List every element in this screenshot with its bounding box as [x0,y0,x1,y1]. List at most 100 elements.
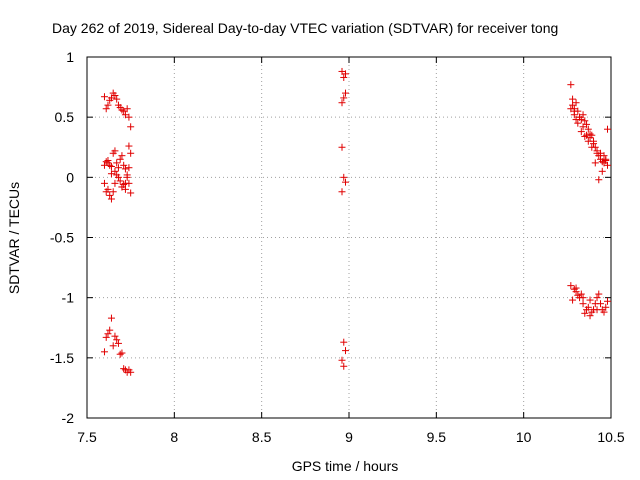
data-point [107,314,115,322]
data-point [579,294,587,302]
data-point [113,159,121,167]
data-point [591,159,599,167]
data-point [569,95,577,103]
data-point [106,191,114,199]
x-axis-label: GPS time / hours [292,458,399,474]
data-point [125,113,133,121]
data-point [114,164,122,172]
data-point [114,173,122,181]
data-point [338,99,346,107]
data-point [579,123,587,131]
y-tick-label: -1 [62,290,75,306]
data-point [574,119,582,127]
y-tick-label: -0.5 [50,230,74,246]
data-point [127,189,135,197]
data-point [127,149,135,157]
data-point [600,308,608,316]
data-point [116,350,124,358]
data-point [577,128,585,136]
data-point [111,332,119,340]
data-point [114,339,122,347]
data-point [100,179,108,187]
data-point [567,282,575,290]
data-point [598,167,606,175]
data-point [109,188,117,196]
data-point [116,177,124,185]
data-point [602,303,610,311]
data-point [125,164,133,172]
y-tick-label: 0.5 [55,109,75,125]
grid-lines [87,57,611,418]
data-point [595,176,603,184]
data-point [593,294,601,302]
data-point [588,143,596,151]
data-point [340,173,348,181]
data-point [586,134,594,142]
data-point [111,147,119,155]
data-point [106,161,114,169]
data-point [107,163,115,171]
data-point [569,296,577,304]
data-point [118,349,126,357]
data-point [113,336,121,344]
data-point [109,342,117,350]
x-tick-label: 8.5 [252,429,272,445]
x-tick-label: 8 [170,429,178,445]
axis-ticks [86,56,612,419]
data-point [584,303,592,311]
data-point [584,137,592,145]
data-point [567,81,575,89]
data-point [581,309,589,317]
data-point [118,106,126,114]
data-point [600,152,608,160]
data-point [100,348,108,356]
y-tick-labels: 1 0.5 0 -0.5 -1 -1.5 -2 [50,49,74,426]
y-axis-label: SDTVAR / TECUs [6,182,22,294]
data-point [602,155,610,163]
data-point [116,155,124,163]
data-point [340,362,348,370]
data-point [111,167,119,175]
data-point [104,185,112,193]
x-tick-label: 10.5 [597,429,624,445]
data-point [340,338,348,346]
data-point [338,143,346,151]
data-point [113,95,121,103]
data-point [572,284,580,292]
data-point [118,152,126,160]
data-point [127,123,135,131]
data-point [581,132,589,140]
data-point [604,161,612,169]
data-point [604,297,612,305]
data-point [342,178,350,186]
data-point [104,101,112,109]
data-point [100,93,108,101]
data-point [340,94,348,102]
x-tick-label: 9 [345,429,353,445]
data-point [104,330,112,338]
data-point [120,365,128,373]
y-tick-label: -2 [62,410,75,426]
data-point [586,296,594,304]
data-point [121,165,129,173]
data-point [338,356,346,364]
data-point [111,92,119,100]
y-tick-label: 1 [66,49,74,65]
data-point [576,113,584,121]
data-point [572,99,580,107]
data-point [590,140,598,148]
data-point [604,125,612,133]
data-point [111,179,119,187]
data-point [107,195,115,203]
y-tick-label: 0 [66,169,74,185]
data-point [127,368,135,376]
data-point [597,300,605,308]
x-tick-labels: 7.5 8 8.5 9 9.5 10 10.5 [77,429,625,445]
data-point [121,179,129,187]
data-point [581,117,589,125]
x-tick-label: 7.5 [77,429,97,445]
data-point [579,300,587,308]
chart-title: Day 262 of 2019, Sidereal Day-to-day VTE… [52,20,558,36]
data-point [570,111,578,119]
